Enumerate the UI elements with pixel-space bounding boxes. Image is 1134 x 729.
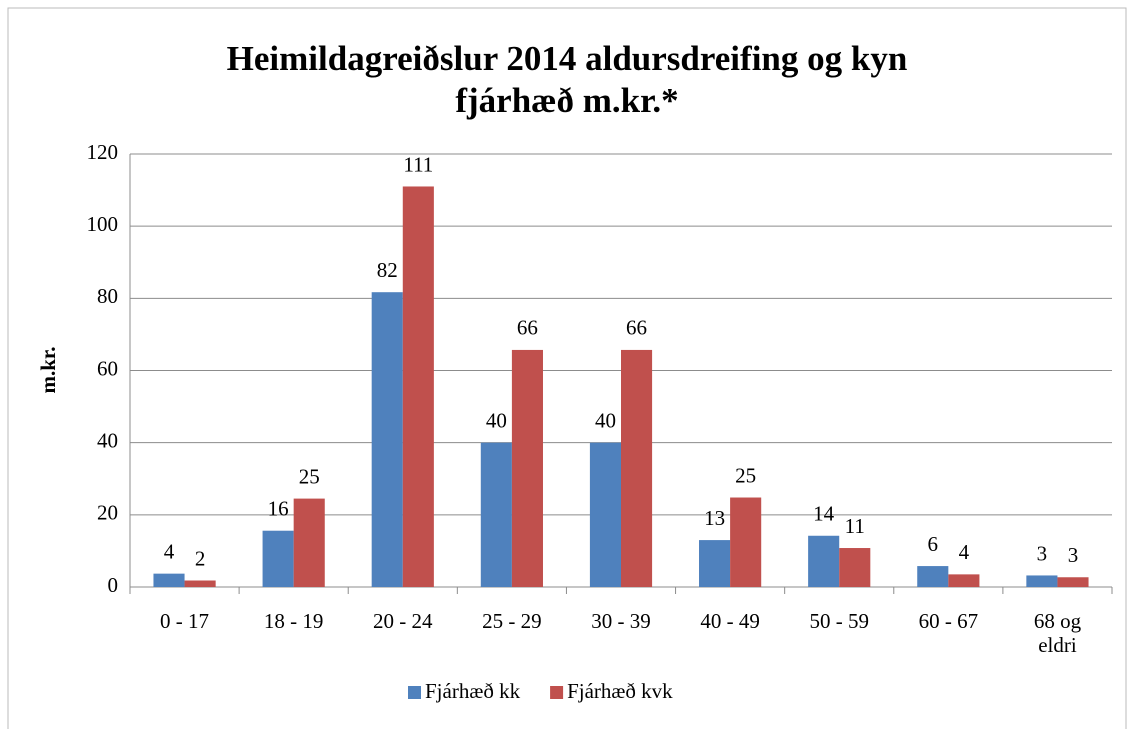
- bar: [480, 442, 512, 587]
- bar: [262, 530, 294, 587]
- bar: [839, 548, 871, 587]
- x-tick-label: 60 - 67: [918, 609, 979, 633]
- data-label: 4: [164, 539, 175, 563]
- data-label: 66: [517, 316, 538, 340]
- y-tick-label: 100: [87, 212, 119, 236]
- x-tick-label: 0 - 17: [160, 609, 210, 633]
- bar: [1057, 577, 1089, 587]
- x-tick-label: 68 og eldri: [1033, 609, 1082, 657]
- bar: [153, 573, 185, 587]
- y-tick-label: 80: [97, 284, 118, 308]
- x-tick-label: 40 - 49: [700, 609, 760, 633]
- data-label: 25: [299, 464, 320, 488]
- data-label: 4: [959, 540, 970, 564]
- data-label: 40: [486, 408, 507, 432]
- x-tick-label: 18 - 19: [263, 609, 324, 633]
- y-tick-label: 20: [97, 501, 118, 525]
- y-tick-label: 120: [87, 140, 119, 164]
- chart-title: fjárhæð m.kr.*: [455, 81, 678, 120]
- y-tick-label: 60: [97, 356, 118, 380]
- data-label: 3: [1068, 543, 1079, 567]
- bar: [293, 498, 325, 587]
- bar: [511, 349, 543, 587]
- data-label: 3: [1037, 541, 1048, 565]
- legend-swatch: [550, 686, 564, 699]
- legend-label: Fjárhæð kk: [425, 679, 521, 703]
- data-label: 14: [813, 502, 835, 526]
- bar: [1026, 575, 1058, 587]
- bar: [730, 497, 762, 587]
- data-label: 25: [735, 463, 756, 487]
- bar: [917, 566, 949, 587]
- data-label: 13: [704, 506, 725, 530]
- data-label: 66: [626, 316, 647, 340]
- data-label: 2: [195, 546, 206, 570]
- data-label: 111: [403, 152, 433, 176]
- x-tick-label: 20 - 24: [373, 609, 433, 633]
- legend-label: Fjárhæð kvk: [567, 679, 673, 703]
- chart-frame: [7, 7, 1127, 729]
- y-tick-label: 0: [108, 573, 119, 597]
- data-label: 82: [377, 258, 398, 282]
- y-axis-label: m.kr.: [36, 346, 60, 393]
- data-label: 16: [268, 497, 289, 521]
- y-tick-label: 40: [97, 428, 118, 452]
- bar: [808, 535, 840, 587]
- x-tick-label: 30 - 39: [591, 609, 651, 633]
- chart-title: Heimildagreiðslur 2014 aldursdreifing og…: [227, 39, 908, 78]
- bar: [621, 349, 653, 587]
- bar: [589, 442, 621, 587]
- bar: [371, 292, 403, 587]
- bar: [699, 540, 731, 587]
- x-tick-label: 25 - 29: [482, 609, 542, 633]
- bar: [402, 186, 434, 587]
- legend-swatch: [408, 686, 421, 699]
- bar: [948, 574, 980, 587]
- data-label: 11: [845, 514, 865, 538]
- bar: [184, 580, 216, 587]
- data-label: 40: [595, 408, 616, 432]
- x-tick-label: 50 - 59: [809, 609, 869, 633]
- data-label: 6: [928, 532, 939, 556]
